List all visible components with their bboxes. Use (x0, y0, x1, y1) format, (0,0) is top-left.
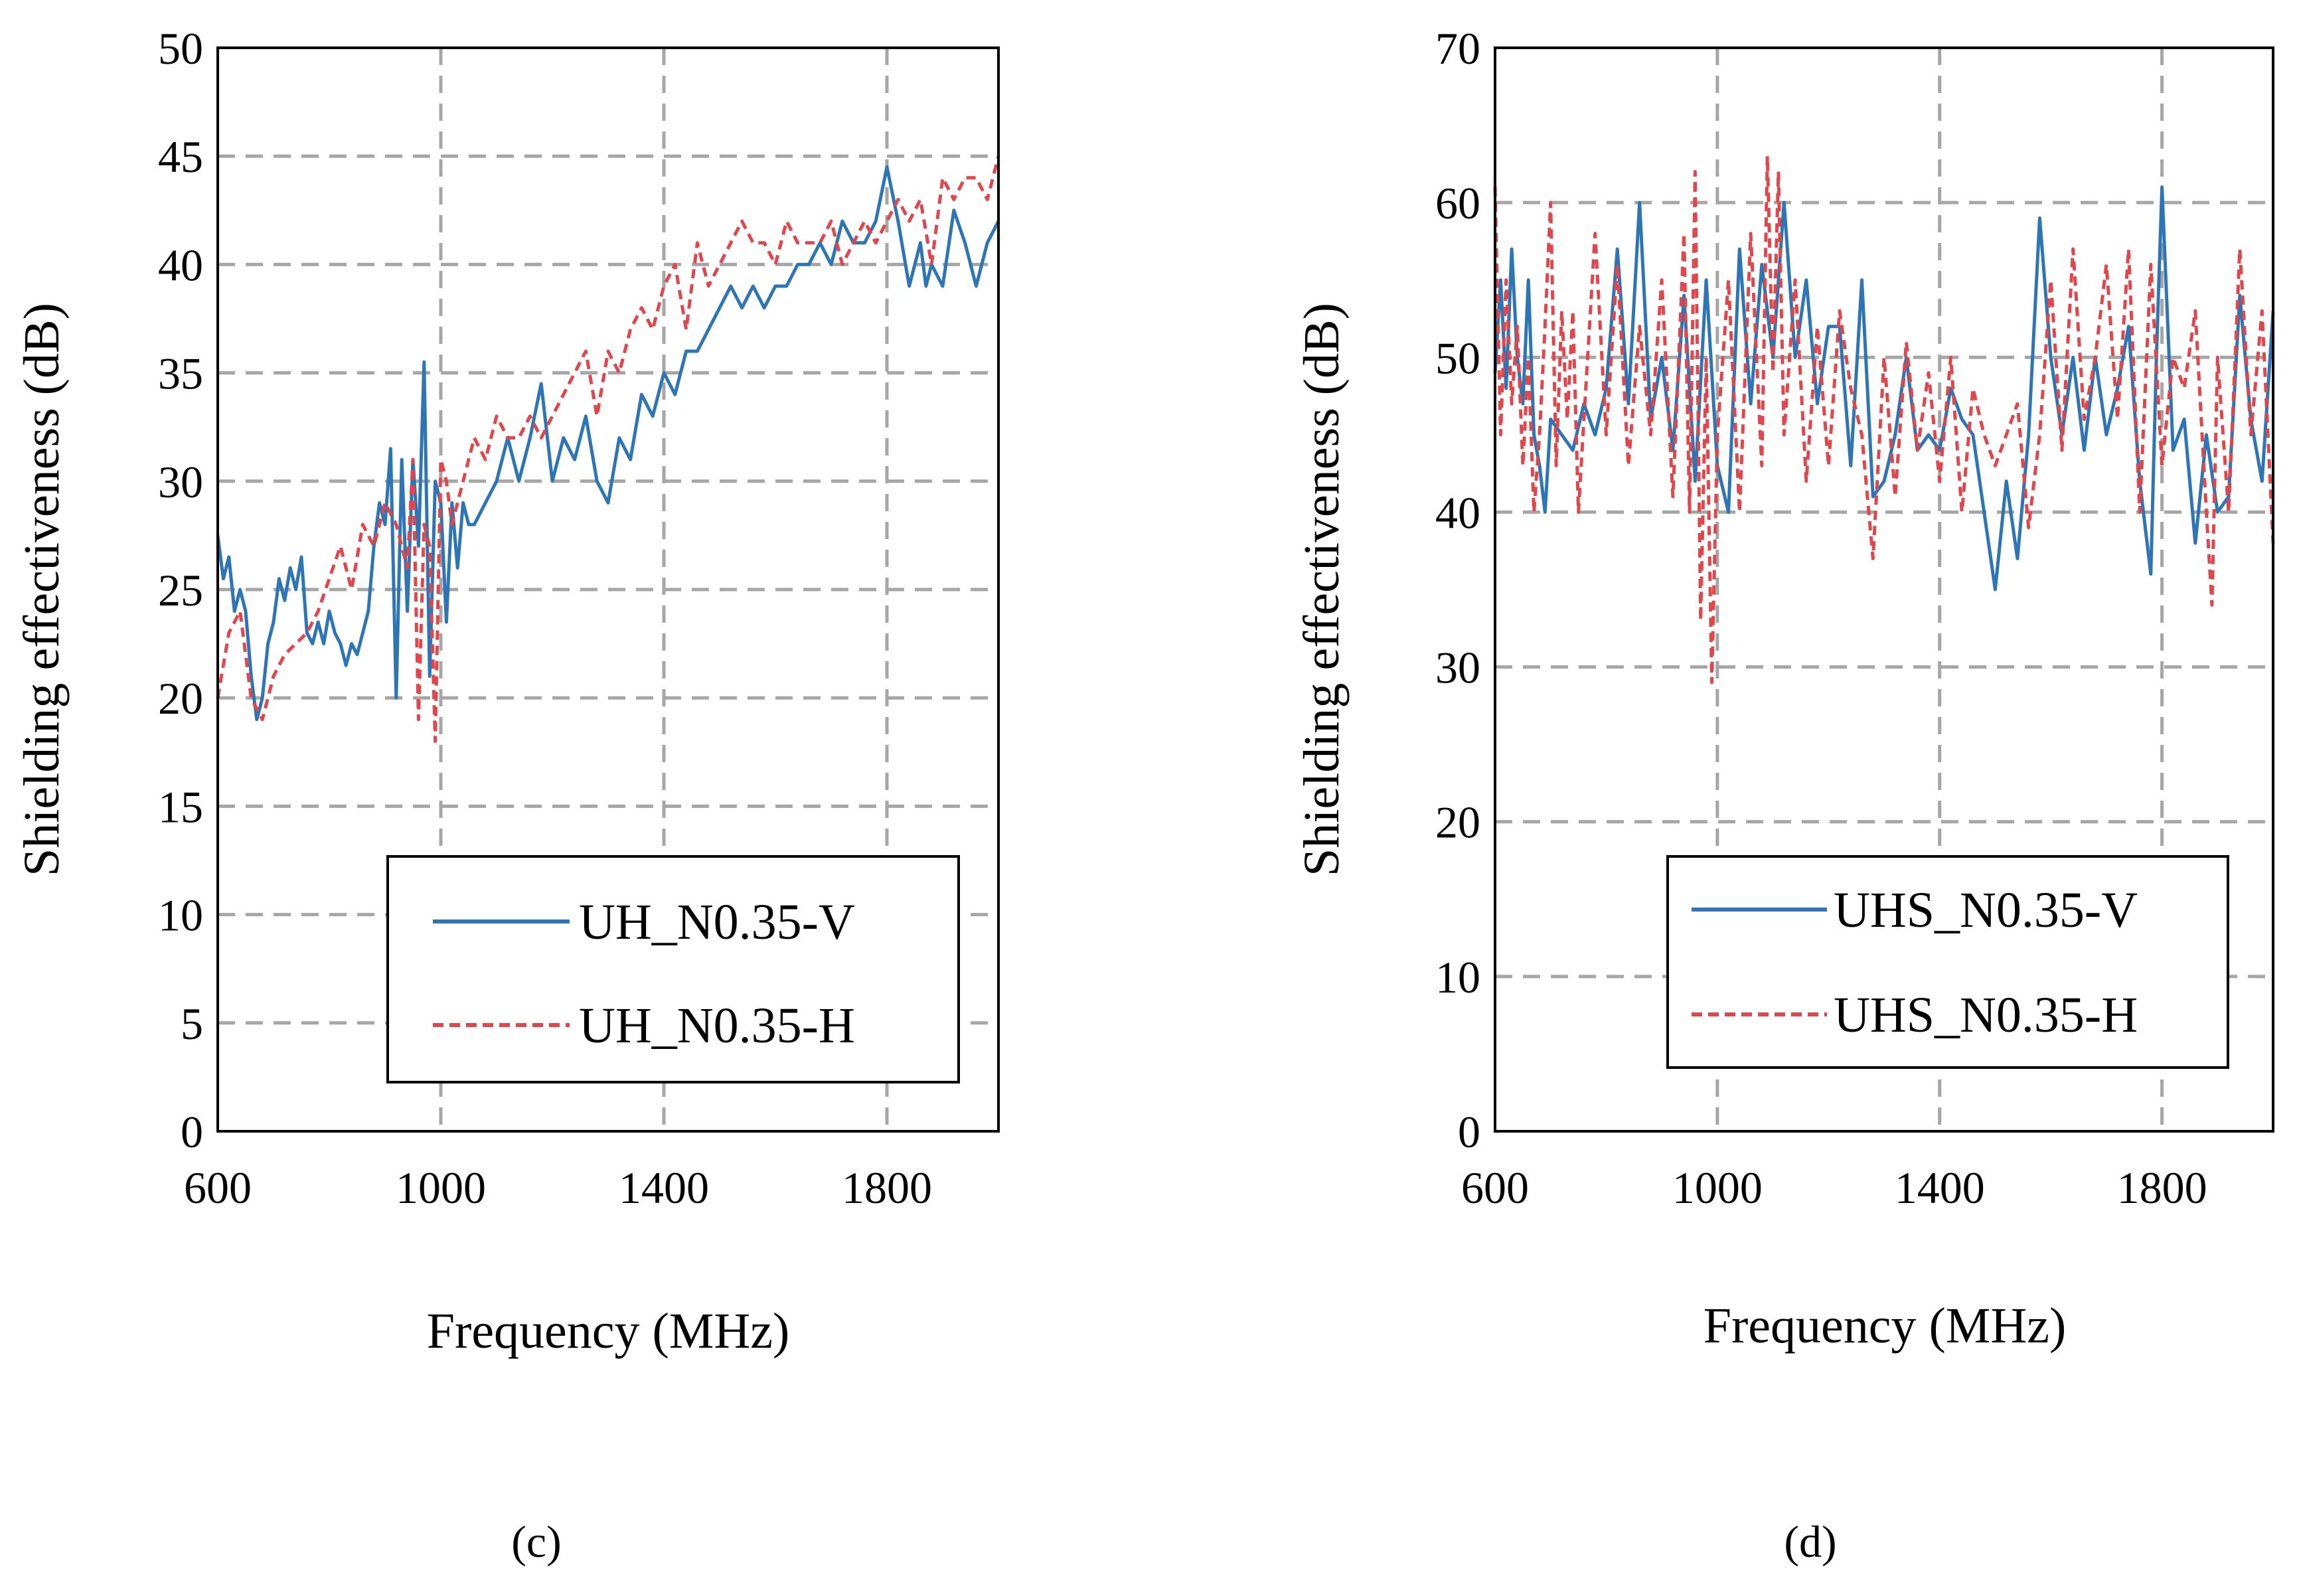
y-tick-label: 30 (1435, 643, 1480, 693)
y-axis-title: Shielding effectiveness (dB) (1294, 303, 1350, 876)
chart-panel-d: 0 10 20 30 40 50 60 70 600 1000 1400 1800 Frequency … (1294, 23, 2275, 1567)
y-tick-label: 50 (158, 23, 203, 74)
x-tick-label: 1800 (842, 1162, 932, 1213)
y-tick-label: 20 (158, 673, 203, 724)
y-tick-label: 35 (158, 349, 203, 399)
y-tick-label: 0 (181, 1107, 203, 1157)
x-axis-title: Frequency (MHz) (427, 1303, 790, 1359)
y-tick-label: 0 (1458, 1107, 1480, 1157)
plot-frame (1494, 46, 2274, 1133)
y-tick-label: 40 (158, 240, 203, 290)
y-tick-label: 20 (1435, 797, 1480, 848)
y-tick-label: 5 (181, 998, 203, 1049)
legend-box (386, 855, 960, 1083)
x-tick-label: 1400 (619, 1162, 709, 1213)
y-tick-label: 50 (1435, 333, 1480, 383)
y-tick-label: 60 (1435, 178, 1480, 228)
y-tick-label: 30 (158, 457, 203, 507)
series-line-UH_N0.35-V (216, 165, 1000, 722)
series-line-UHS_N0.35-V (1493, 185, 2275, 592)
x-axis-title: Frequency (MHz) (1703, 1298, 2067, 1354)
chart-panel-c: 0 5 10 15 20 25 30 35 40 45 50 600 1000 1400 1800 Frequ… (14, 23, 1000, 1567)
y-tick-label: 40 (1435, 487, 1480, 538)
y-tick-label: 10 (158, 890, 203, 941)
y-tick-label: 25 (158, 565, 203, 615)
series-line-UH_N0.35-H (216, 155, 1000, 743)
y-axis-title: Shielding effectiveness (dB) (14, 303, 70, 876)
legend-label: UHS_N0.35-V (1834, 882, 2138, 938)
y-tick-label: 15 (158, 781, 203, 832)
panel-label: (d) (1784, 1516, 1836, 1567)
y-tick-label: 45 (158, 131, 203, 182)
legend: UHS_N0.35-V UHS_N0.35-H (1666, 855, 2229, 1069)
x-tick-label: 600 (1461, 1162, 1529, 1213)
x-tick-label: 600 (184, 1162, 252, 1213)
panel-label: (c) (511, 1516, 561, 1567)
x-tick-label: 1000 (1672, 1162, 1763, 1213)
x-tick-label: 1400 (1895, 1162, 1985, 1213)
x-tick-label: 1000 (396, 1162, 486, 1213)
legend: UH_N0.35-V UH_N0.35-H (386, 855, 960, 1083)
legend-label: UHS_N0.35-H (1834, 987, 2138, 1043)
x-tick-label: 1800 (2117, 1162, 2207, 1213)
legend-label: UH_N0.35-V (579, 894, 855, 950)
legend-box (1666, 855, 2229, 1069)
y-tick-label: 70 (1435, 23, 1480, 74)
legend-label: UH_N0.35-H (579, 998, 855, 1054)
y-tick-label: 10 (1435, 952, 1480, 1002)
plot-frame (216, 46, 1000, 1133)
